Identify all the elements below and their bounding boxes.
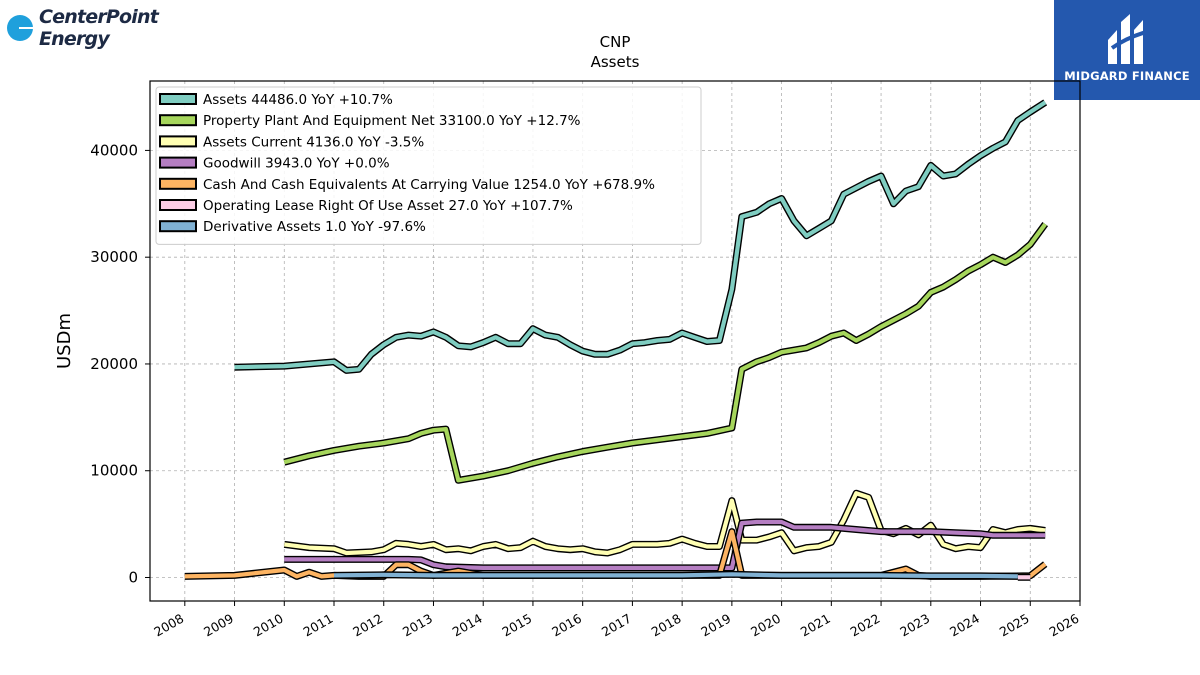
chart-subtitle: Assets [591, 53, 640, 71]
legend-label: Assets 44486.0 YoY +10.7% [203, 92, 393, 108]
legend-item: Property Plant And Equipment Net 33100.0… [159, 113, 581, 129]
legend-swatch [159, 114, 197, 127]
legend-label: Goodwill 3943.0 YoY +0.0% [203, 156, 390, 172]
x-tick-label: 2022 [848, 611, 883, 640]
logo-text-line1: CenterPoint [39, 6, 159, 28]
logo-company-name: MIDGARD FINANCE [1064, 69, 1190, 83]
legend-swatch [159, 156, 197, 169]
x-tick-label: 2019 [698, 611, 733, 640]
logo-swoosh-icon [19, 27, 43, 29]
series-line [284, 519, 1046, 571]
legend-label: Property Plant And Equipment Net 33100.0… [203, 113, 581, 129]
legend-swatch [159, 177, 197, 190]
series-line [234, 100, 1047, 373]
x-tick-label: 2009 [201, 611, 236, 640]
plot-frame [149, 80, 1081, 602]
legend-label: Cash And Cash Equivalents At Carrying Va… [203, 177, 655, 193]
legend-swatch [159, 220, 197, 233]
legend-label: Assets Current 4136.0 YoY -3.5% [203, 134, 424, 150]
legend-item: Derivative Assets 1.0 YoY -97.6% [159, 219, 426, 235]
legend-label: Derivative Assets 1.0 YoY -97.6% [203, 219, 426, 235]
legend-item: Operating Lease Right Of Use Asset 27.0 … [159, 198, 573, 214]
series-assets [234, 99, 1048, 374]
y-tick-label: 0 [128, 569, 138, 587]
x-tick-label: 2023 [897, 611, 932, 640]
y-tick-label: 20000 [90, 355, 138, 373]
midgard-mark-icon [1108, 14, 1147, 64]
y-axis-label: USDm [54, 313, 75, 369]
y-tick-label: 10000 [90, 462, 138, 480]
legend: Assets 44486.0 YoY +10.7% Property Plant … [155, 86, 702, 245]
series-line [283, 222, 1047, 483]
x-tick-label: 2008 [151, 611, 186, 640]
x-tick-label: 2014 [450, 611, 485, 640]
legend-swatch [159, 135, 197, 148]
centerpoint-energy-logo: CenterPoint Energy [5, 4, 159, 56]
x-tick-label: 2025 [997, 611, 1032, 640]
legend-item: Assets Current 4136.0 YoY -3.5% [159, 134, 424, 150]
x-tick-label: 2011 [300, 611, 335, 640]
series-property-plant-and-equipment-net [283, 222, 1049, 484]
x-tick-label: 2013 [400, 611, 435, 640]
midgard-finance-logo: MIDGARD FINANCE [1054, 0, 1200, 100]
legend-box [155, 86, 702, 245]
x-tick-label: 2020 [748, 611, 783, 640]
legend-swatch [159, 199, 197, 211]
y-tick-label: 40000 [90, 141, 138, 159]
x-tick-label: 2010 [251, 611, 286, 640]
x-tick-label: 2018 [649, 611, 684, 640]
legend-swatch [159, 93, 197, 105]
x-tick-label: 2024 [947, 611, 982, 640]
legend-item: Goodwill 3943.0 YoY +0.0% [159, 156, 390, 172]
x-tick-label: 2017 [599, 611, 634, 640]
legend-label: Operating Lease Right Of Use Asset 27.0 … [203, 198, 573, 214]
chart-title: CNP [600, 33, 631, 51]
x-tick-label: 2021 [798, 611, 833, 640]
x-tick-label: 2015 [499, 611, 534, 640]
series-goodwill [284, 518, 1046, 572]
y-tick-label: 30000 [90, 248, 138, 266]
legend-item: Assets 44486.0 YoY +10.7% [159, 92, 393, 108]
series-line [333, 572, 1018, 579]
x-tick-label: 2016 [549, 611, 584, 640]
legend-item: Cash And Cash Equivalents At Carrying Va… [159, 177, 655, 193]
series-derivative-assets [333, 570, 1018, 580]
x-tick-label: 2026 [1046, 611, 1081, 640]
logo-text-line2: Energy [39, 28, 110, 50]
x-tick-label: 2012 [350, 611, 385, 640]
